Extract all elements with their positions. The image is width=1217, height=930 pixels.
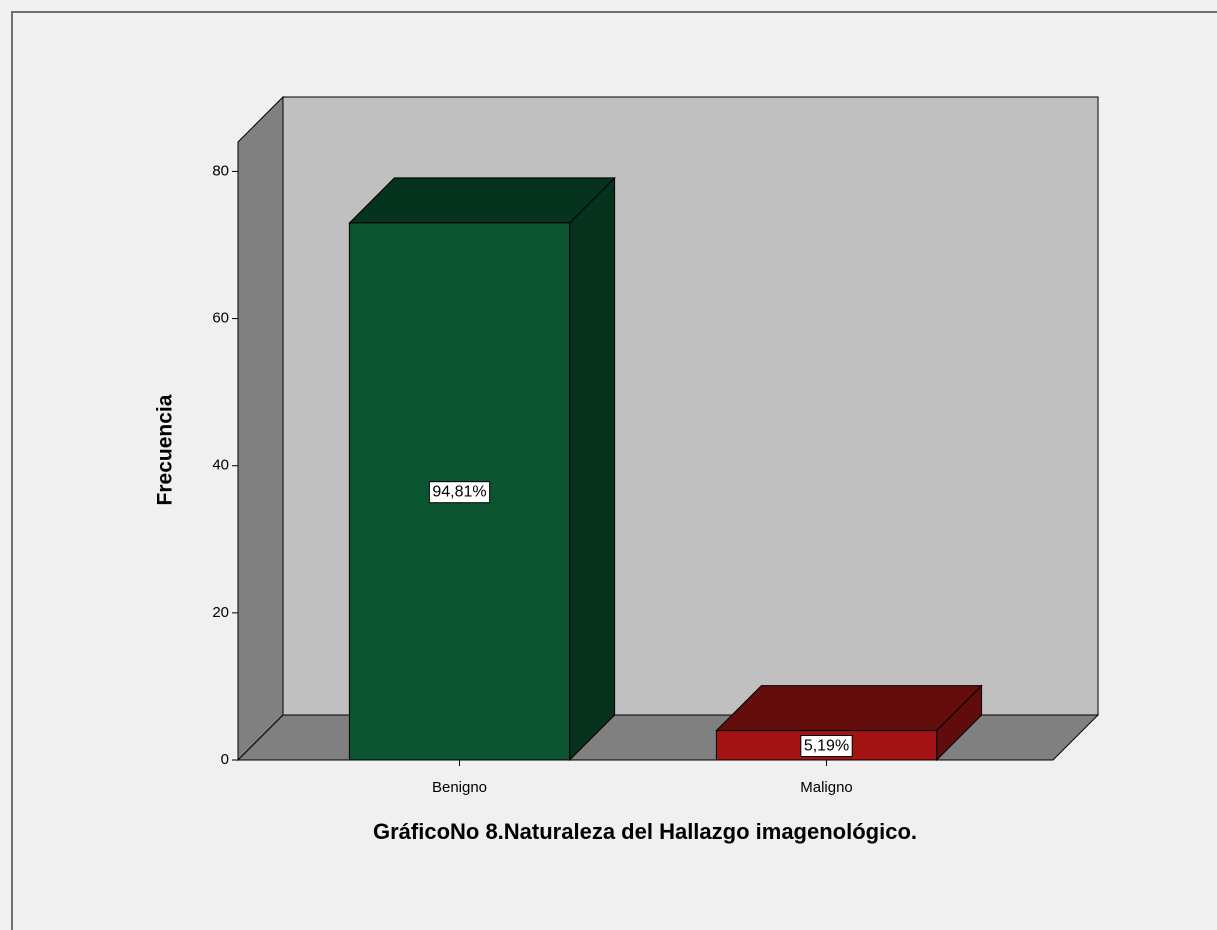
y-tick-label: 40 (212, 457, 229, 474)
y-tick-label: 60 (212, 310, 229, 327)
y-axis-label: Frecuencia (154, 394, 177, 505)
bar-side (569, 176, 616, 762)
data-label-box (800, 735, 853, 758)
frame (11, 11, 1217, 930)
bar-top (715, 685, 983, 732)
y-tick-label: 0 (221, 751, 229, 768)
side-wall (237, 95, 284, 762)
y-tick-label: 80 (212, 162, 229, 179)
x-tick-label: Benigno (432, 779, 487, 796)
bar-top (348, 177, 616, 224)
data-label: 94,81% (432, 484, 486, 501)
y-tick-label: 20 (212, 604, 229, 621)
bar (715, 684, 983, 762)
data-label-box (428, 481, 491, 504)
x-tick-label: Maligno (800, 779, 853, 796)
data-label: 5,19% (804, 738, 849, 755)
bar (348, 176, 616, 762)
chart-title: GráficoNo 8.Naturaleza del Hallazgo imag… (373, 819, 917, 844)
